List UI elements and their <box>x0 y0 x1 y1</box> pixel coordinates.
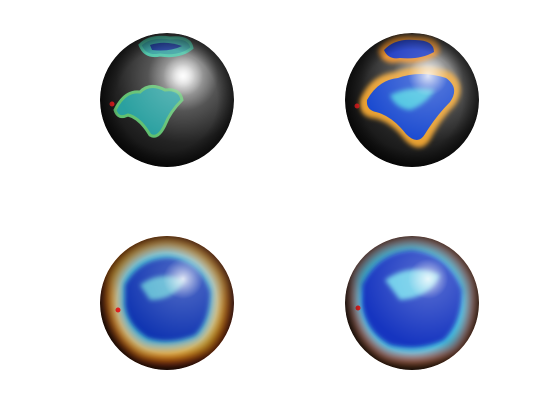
sphere <box>345 33 479 167</box>
sphere <box>345 236 479 370</box>
sphere <box>100 33 234 167</box>
sphere <box>100 236 234 370</box>
